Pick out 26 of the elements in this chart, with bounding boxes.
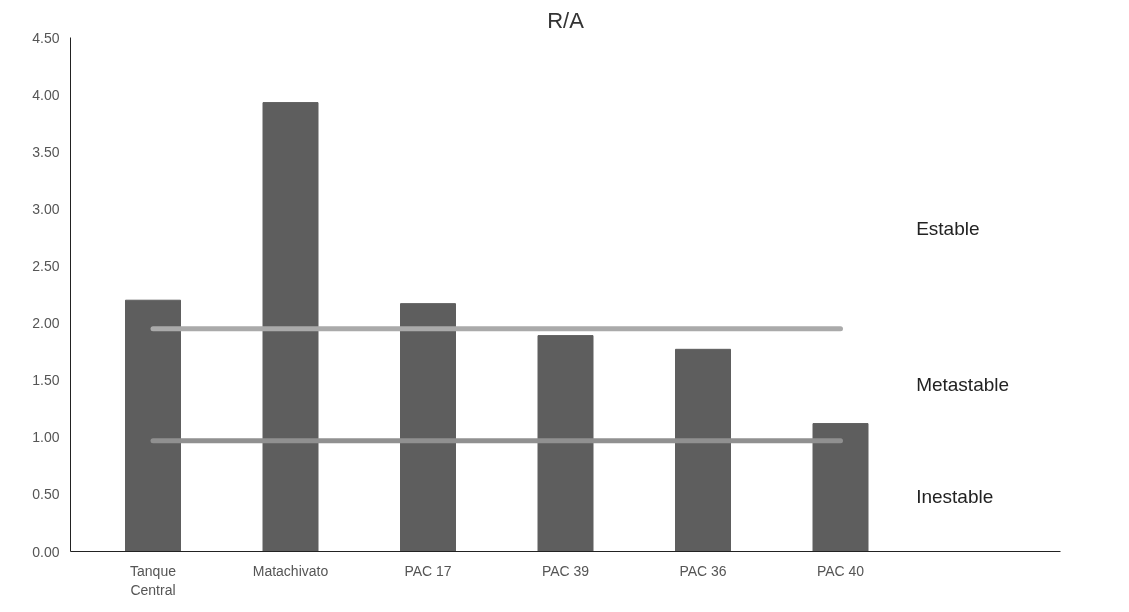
x-tick-label: Matachivato (252, 562, 329, 579)
x-tick-label: PAC 17 (404, 562, 452, 579)
x-tick-label: PAC 40 (816, 562, 865, 579)
y-tick-label: 4.50 (32, 29, 60, 46)
chart-title: R/A (547, 7, 585, 33)
bar (262, 102, 319, 552)
text: Metastable (916, 374, 1010, 396)
y-tick-label: 2.50 (32, 257, 60, 274)
y-tick-label: 0.00 (32, 543, 60, 560)
text: Estable (916, 217, 980, 239)
text: Inestable (916, 485, 994, 507)
x-tick-label: PAC 39 (541, 562, 590, 579)
y-tick-label: 0.50 (32, 486, 60, 503)
y-tick-label: 3.50 (32, 143, 60, 160)
bar (537, 335, 594, 552)
y-tick-label: 2.00 (32, 315, 60, 332)
bar (125, 299, 181, 552)
bar (400, 303, 456, 552)
y-tick-label: 4.00 (32, 86, 60, 103)
x-tick-label: PAC 36 (679, 562, 727, 579)
bar (675, 348, 731, 552)
y-tick-label: 1.00 (32, 429, 60, 446)
y-tick-label: 3.00 (32, 200, 60, 217)
y-tick-label: 1.50 (32, 372, 60, 389)
bar (812, 423, 869, 552)
x-tick-label: Tanque Central (130, 562, 177, 598)
